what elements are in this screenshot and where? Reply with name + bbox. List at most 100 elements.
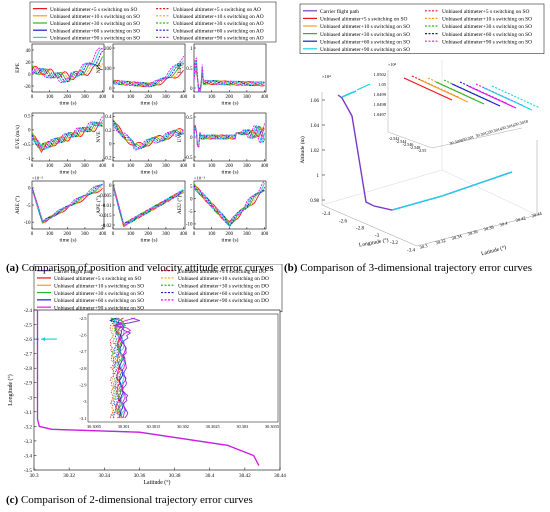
lon-tick-label: -2.4 xyxy=(322,212,330,217)
caption-c: (c) Comparison of 2-dimensional trajecto… xyxy=(6,494,253,506)
inset-ytick-label: 1.0502 xyxy=(374,72,386,77)
legend-a-label: Unbiased altimeter+30 s switching on AO xyxy=(173,21,264,27)
xtick-label: 30.36 xyxy=(134,473,146,479)
legend-a-label: Unbiased altimeter+90 s switching on AO xyxy=(173,36,264,42)
xtick-label: 300 xyxy=(243,95,251,100)
legend-a-label: Unbiased altimeter+90 s switching on SO xyxy=(50,36,140,42)
inset-dashed-line xyxy=(112,317,117,419)
xtick-label: 30.4 xyxy=(205,473,214,479)
xtick-label: 300 xyxy=(81,232,89,237)
ytick-label: -0.02 xyxy=(101,224,112,229)
subplot-frame xyxy=(112,180,186,230)
floor-edge xyxy=(441,169,538,216)
legend-a-box xyxy=(29,1,277,43)
ylabel: Longitude (°) xyxy=(7,374,14,406)
series-line xyxy=(31,183,103,222)
lon-tick-label: -3.4 xyxy=(407,249,415,254)
ytick-label: -3.5 xyxy=(24,468,33,474)
ytick-label: 0.5 xyxy=(186,67,193,72)
inset-lat-label: 30.3014 xyxy=(488,126,503,135)
lon-tick-label: -3 xyxy=(375,234,380,239)
xlabel: time (s) xyxy=(141,100,158,107)
ytick-label: 0 xyxy=(190,136,193,141)
ytick-label: -0.5 xyxy=(185,156,193,161)
ytick-label: 0 xyxy=(28,187,31,192)
ylabel: UPE xyxy=(177,62,183,73)
inset-xtick-label: 30.3025 xyxy=(206,424,220,429)
ytick-label: 0 xyxy=(109,143,112,148)
ytick-label: -1 xyxy=(26,157,31,162)
z-exponent: ×10⁴ xyxy=(322,74,331,79)
xtick-label: 200 xyxy=(64,95,72,100)
ylabel: ARE (°) xyxy=(14,196,21,214)
inset-ytick-label: 1.0497 xyxy=(374,112,387,117)
ytick-label: -0.2 xyxy=(104,156,112,161)
xtick-label: 100 xyxy=(127,164,135,169)
ytick-label: 1 xyxy=(190,47,193,52)
zoom-marker xyxy=(341,90,357,98)
ytick-label: -3.4 xyxy=(24,453,33,459)
inset-dashed-line xyxy=(491,85,541,109)
xlabel: time (s) xyxy=(141,237,158,244)
xlabel: time (s) xyxy=(222,237,239,244)
xtick-label: 30.34 xyxy=(98,473,110,479)
lat-tick-label: 30.42 xyxy=(515,215,527,223)
xlabel: time (s) xyxy=(222,100,239,107)
legend-c-label: Unbiased altimeter+30 s switching on SO xyxy=(54,291,144,297)
legend-a-label: Unbiased altimeter+60 s switching on SO xyxy=(50,28,140,34)
ytick-label: 0 xyxy=(109,184,112,189)
series-line xyxy=(31,184,103,224)
ytick-label: -0.01 xyxy=(101,204,112,209)
series-line xyxy=(193,59,265,93)
inset-xtick-label: 30.302 xyxy=(177,424,189,429)
xtick-label: 400 xyxy=(99,164,107,169)
inset-lat-label: 30.3018 xyxy=(514,119,528,127)
ylabel: AEU (°) xyxy=(176,196,183,215)
legend-b-label: Unbiased altimeter+30 s switching on SO xyxy=(442,24,532,30)
xlabel: time (s) xyxy=(222,169,239,176)
xtick-label: 30.42 xyxy=(239,473,251,479)
lat-tick-label: 30.34 xyxy=(451,233,463,241)
legend-c-label: Unbiased altimeter+5 s switching on DO xyxy=(178,269,266,275)
subplot-8: 0-0.005-0.01-0.015-0.020 100 200 300 400time… xyxy=(95,180,188,244)
trajectory-90s xyxy=(391,171,513,211)
series-line xyxy=(112,184,184,225)
ytick-label: -0.015 xyxy=(99,214,112,219)
xtick-label: 30.3 xyxy=(29,473,38,479)
inset-ytick-label: -2.8 xyxy=(79,366,87,371)
caption-a-text: Comparison of position and velocity atti… xyxy=(21,262,274,274)
ytick-label: -0.005 xyxy=(99,194,112,199)
xtick-label: 200 xyxy=(226,164,234,169)
inset-solid-line xyxy=(419,79,469,103)
ytick-label: -0.5 xyxy=(23,143,31,148)
caption-b-text: Comparison of 3-dimensional trajectory e… xyxy=(300,262,533,274)
inset-xtick-label: -2.55 xyxy=(418,148,427,153)
inset-dashed-line xyxy=(113,317,118,419)
inset-exponent: ×10⁴ xyxy=(388,62,397,67)
legend-b-label: Unbiased altimeter+60 s switching on SO xyxy=(320,39,410,45)
series-line xyxy=(193,56,265,93)
ztick-label: 0.98 xyxy=(310,199,319,204)
lat-tick-label: 30.3 xyxy=(419,243,429,250)
xtick-label: 30.44 xyxy=(274,473,286,479)
ztick-label: 1.04 xyxy=(310,124,319,129)
inset-ytick-label: -3 xyxy=(83,399,87,404)
xtick-label: 0 xyxy=(31,232,34,237)
inset-2d: -2.5 -2.6 -2.7 -2.8 -2.9 -3 -3.130.3005 30.301 3… xyxy=(79,313,279,429)
ylabel: EPE xyxy=(15,62,21,72)
legend-b-label: Unbiased altimeter+5 s switching on SO xyxy=(442,9,529,15)
xtick-label: 300 xyxy=(81,164,89,169)
ytick-label: 0 xyxy=(109,87,112,92)
legend-c-label: Unbiased altimeter+60 s switching on SO xyxy=(54,298,144,304)
legend-c-label: Unbiased altimeter+10 s switching on DO xyxy=(178,276,269,282)
subplot-frame xyxy=(31,43,105,93)
legend-a-label: Unbiased altimeter+60 s switching on AO xyxy=(173,28,264,34)
inset-xtick-label: 30.3005 xyxy=(87,424,101,429)
xlabel: time (s) xyxy=(60,169,77,176)
caption-a: (a) Comparison of position and velocity … xyxy=(6,262,274,274)
ytick-label: 0.5 xyxy=(24,115,31,120)
